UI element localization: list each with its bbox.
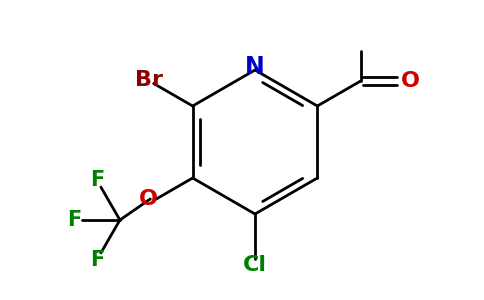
Text: O: O — [139, 189, 158, 209]
Text: O: O — [401, 71, 420, 91]
Text: Cl: Cl — [243, 255, 267, 275]
Text: F: F — [90, 170, 104, 190]
Text: F: F — [90, 250, 104, 270]
Text: F: F — [67, 210, 81, 230]
Text: N: N — [245, 55, 265, 79]
Text: Br: Br — [135, 70, 163, 89]
